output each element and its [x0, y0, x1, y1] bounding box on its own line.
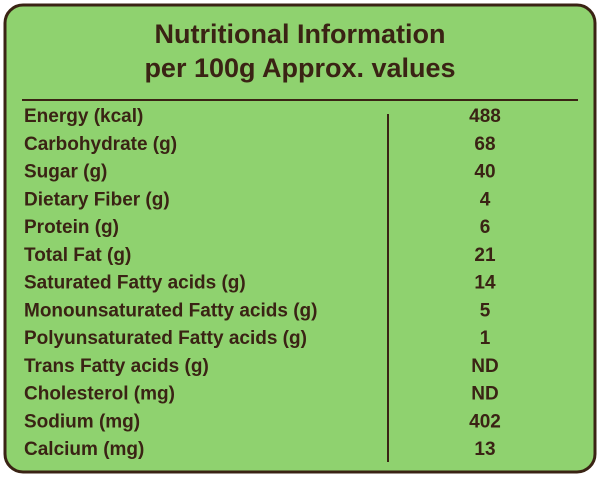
nutrient-value: 68: [474, 134, 495, 155]
nutrient-label: Protein (g): [24, 217, 119, 238]
title-line: Nutritional Information: [155, 19, 446, 49]
nutrient-label: Cholesterol (mg): [24, 384, 175, 405]
nutrient-value: 14: [474, 273, 496, 294]
nutrient-value: 5: [480, 300, 491, 321]
rows: Energy (kcal) 488 Carbohydrate (g) 68 Sugar …: [24, 106, 501, 460]
nutrient-label: Sodium (mg): [24, 411, 140, 432]
nutrient-value: 488: [469, 106, 501, 127]
nutrient-label: Carbohydrate (g): [24, 134, 177, 155]
nutrient-value: 13: [474, 439, 495, 460]
nutrient-label: Saturated Fatty acids (g): [24, 273, 246, 294]
nutrient-label: Calcium (mg): [24, 439, 144, 460]
nutrient-value: 1: [480, 328, 491, 349]
nutrient-label: Total Fat (g): [24, 245, 131, 266]
nutrient-label: Polyunsaturated Fatty acids (g): [24, 328, 307, 349]
nutrient-label: Monounsaturated Fatty acids (g): [24, 300, 317, 321]
nutrient-label: Dietary Fiber (g): [24, 189, 170, 210]
nutrient-value: ND: [471, 356, 498, 377]
nutrient-value: 4: [480, 189, 491, 210]
nutrient-value: 6: [480, 217, 491, 238]
nutrient-value: 21: [474, 245, 496, 266]
nutrient-value: 40: [474, 162, 495, 183]
nutrient-label: Trans Fatty acids (g): [24, 356, 209, 377]
nutrient-label: Sugar (g): [24, 162, 107, 183]
nutrient-value: 402: [469, 411, 501, 432]
panel-border: [3, 3, 597, 474]
nutrient-label: Energy (kcal): [24, 106, 143, 127]
title-line: per 100g Approx. values: [144, 53, 455, 83]
nutrient-value: ND: [471, 384, 498, 405]
